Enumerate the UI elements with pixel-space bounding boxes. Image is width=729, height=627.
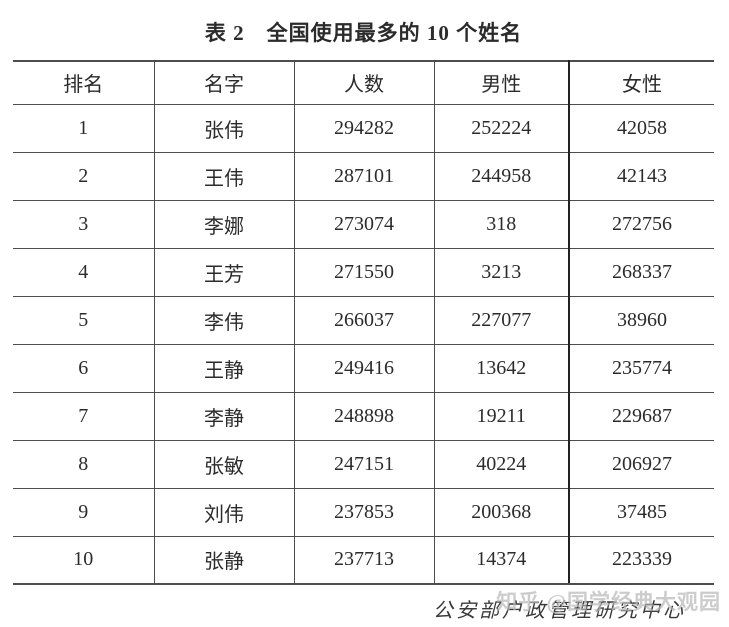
- cell-rank: 5: [13, 296, 154, 345]
- source-text: 公安部户政管理研究中心: [433, 600, 686, 622]
- cell-name: 张敏: [153, 440, 294, 489]
- header-female: 女性: [568, 61, 714, 105]
- table-header-row: 排名 名字 人数 男性 女性: [13, 61, 714, 105]
- cell-male: 244958: [433, 152, 569, 201]
- table-row: 1 张伟 294282 252224 42058: [13, 104, 714, 153]
- cell-name: 张静: [153, 536, 294, 585]
- cell-male: 13642: [433, 344, 569, 393]
- cell-male: 318: [433, 200, 569, 249]
- cell-name: 张伟: [153, 104, 294, 153]
- cell-rank: 10: [13, 536, 154, 585]
- table-row: 9 刘伟 237853 200368 37485: [13, 488, 714, 537]
- cell-female: 42058: [568, 104, 714, 153]
- cell-name: 王芳: [153, 248, 294, 297]
- cell-total: 287101: [293, 152, 434, 201]
- cell-total: 294282: [293, 104, 434, 153]
- cell-total: 247151: [293, 440, 434, 489]
- header-count: 人数: [293, 61, 434, 105]
- cell-female: 206927: [568, 440, 714, 489]
- table-row: 7 李静 248898 19211 229687: [13, 392, 714, 441]
- cell-total: 271550: [293, 248, 434, 297]
- table-row: 10 张静 237713 14374 223339: [13, 536, 714, 585]
- cell-rank: 1: [13, 104, 154, 153]
- table-row: 3 李娜 273074 318 272756: [13, 200, 714, 249]
- cell-rank: 4: [13, 248, 154, 297]
- cell-name: 李娜: [153, 200, 294, 249]
- cell-rank: 8: [13, 440, 154, 489]
- cell-rank: 7: [13, 392, 154, 441]
- cell-name: 王静: [153, 344, 294, 393]
- header-male: 男性: [433, 61, 569, 105]
- table-body: 1 张伟 294282 252224 42058 2 王伟 287101 244958 42143…: [13, 104, 714, 585]
- cell-male: 14374: [433, 536, 569, 585]
- cell-male: 40224: [433, 440, 569, 489]
- cell-male: 3213: [433, 248, 569, 297]
- cell-name: 李静: [153, 392, 294, 441]
- cell-name: 王伟: [153, 152, 294, 201]
- cell-female: 42143: [568, 152, 714, 201]
- cell-female: 223339: [568, 536, 714, 585]
- footer: 公安部户政管理研究中心: [13, 594, 714, 623]
- table-row: 5 李伟 266037 227077 38960: [13, 296, 714, 345]
- header-rank: 排名: [13, 61, 154, 105]
- table-row: 6 王静 249416 13642 235774: [13, 344, 714, 393]
- cell-rank: 6: [13, 344, 154, 393]
- cell-female: 272756: [568, 200, 714, 249]
- cell-male: 19211: [433, 392, 569, 441]
- cell-female: 37485: [568, 488, 714, 537]
- header-name: 名字: [153, 61, 294, 105]
- cell-rank: 9: [13, 488, 154, 537]
- table-header: 排名 名字 人数 男性 女性: [13, 61, 714, 105]
- cell-total: 248898: [293, 392, 434, 441]
- cell-male: 200368: [433, 488, 569, 537]
- table-row: 2 王伟 287101 244958 42143: [13, 152, 714, 201]
- names-table: 排名 名字 人数 男性 女性 1 张伟 294282 252224 42058 2 王伟 28…: [13, 60, 714, 585]
- cell-rank: 2: [13, 152, 154, 201]
- cell-female: 229687: [568, 392, 714, 441]
- cell-female: 268337: [568, 248, 714, 297]
- cell-total: 273074: [293, 200, 434, 249]
- cell-total: 266037: [293, 296, 434, 345]
- table-title: 表 2 全国使用最多的 10 个姓名: [204, 21, 523, 45]
- cell-rank: 3: [13, 200, 154, 249]
- table-row: 8 张敏 247151 40224 206927: [13, 440, 714, 489]
- cell-total: 237713: [293, 536, 434, 585]
- cell-male: 252224: [433, 104, 569, 153]
- table-row: 4 王芳 271550 3213 268337: [13, 248, 714, 297]
- cell-total: 249416: [293, 344, 434, 393]
- cell-female: 235774: [568, 344, 714, 393]
- cell-total: 237853: [293, 488, 434, 537]
- cell-female: 38960: [568, 296, 714, 345]
- cell-name: 刘伟: [153, 488, 294, 537]
- cell-name: 李伟: [153, 296, 294, 345]
- cell-male: 227077: [433, 296, 569, 345]
